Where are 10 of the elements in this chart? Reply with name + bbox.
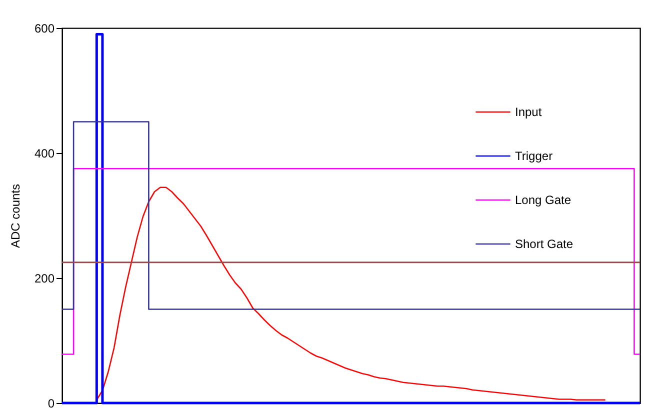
y-tick-label: 400 bbox=[34, 146, 55, 160]
legend-label: Trigger bbox=[515, 149, 553, 163]
line-series bbox=[96, 186, 606, 401]
legend-label: Short Gate bbox=[515, 237, 574, 251]
y-axis-title: ADC counts bbox=[8, 184, 22, 248]
legend-label: Input bbox=[515, 105, 542, 119]
y-tick-label: 200 bbox=[34, 272, 55, 286]
y-tick-label: 600 bbox=[34, 22, 55, 36]
legend-label: Long Gate bbox=[515, 193, 572, 207]
y-tick-label: 0 bbox=[48, 396, 55, 410]
